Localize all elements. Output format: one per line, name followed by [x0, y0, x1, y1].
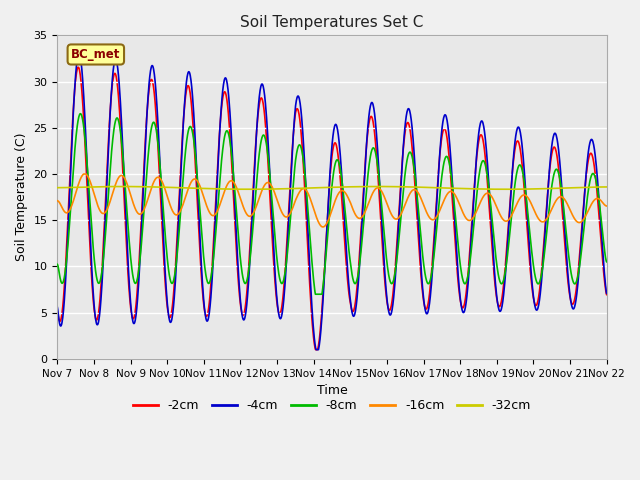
-32cm [502, 186, 509, 192]
-4cm [312, 347, 320, 353]
-16cm [176, 209, 184, 215]
-16cm [54, 198, 61, 204]
Text: BC_met: BC_met [71, 48, 120, 61]
Line: -2cm: -2cm [58, 67, 607, 350]
-16cm [319, 224, 327, 230]
-8cm [76, 111, 84, 117]
-16cm [603, 203, 611, 209]
-32cm [490, 186, 497, 192]
-4cm [75, 50, 83, 56]
-32cm [163, 184, 170, 190]
-32cm [118, 184, 125, 190]
-16cm [490, 197, 497, 203]
-8cm [312, 291, 319, 297]
-16cm [80, 171, 88, 177]
-4cm [163, 291, 170, 297]
-16cm [538, 219, 546, 225]
-2cm [603, 292, 611, 298]
-4cm [490, 257, 497, 263]
Line: -16cm: -16cm [58, 174, 607, 227]
-32cm [538, 186, 546, 192]
-2cm [490, 266, 497, 272]
-4cm [603, 290, 611, 296]
-2cm [312, 347, 319, 353]
-32cm [54, 185, 61, 191]
-32cm [418, 184, 426, 190]
-8cm [237, 264, 245, 270]
-4cm [538, 271, 546, 277]
-2cm [54, 309, 61, 315]
-32cm [176, 185, 184, 191]
-8cm [603, 259, 611, 264]
-16cm [237, 198, 245, 204]
Line: -32cm: -32cm [58, 187, 607, 189]
-4cm [418, 276, 426, 282]
-2cm [538, 262, 546, 267]
-8cm [418, 245, 426, 251]
Y-axis label: Soil Temperature (C): Soil Temperature (C) [15, 133, 28, 262]
-4cm [54, 305, 61, 311]
-2cm [418, 283, 426, 289]
-8cm [538, 268, 546, 274]
Legend: -2cm, -4cm, -8cm, -16cm, -32cm: -2cm, -4cm, -8cm, -16cm, -32cm [128, 395, 536, 418]
-2cm [176, 179, 184, 185]
-32cm [237, 186, 245, 192]
Line: -8cm: -8cm [58, 114, 607, 294]
-2cm [163, 297, 170, 303]
-2cm [74, 64, 82, 70]
-16cm [163, 191, 170, 197]
-8cm [163, 248, 170, 254]
-16cm [418, 198, 426, 204]
X-axis label: Time: Time [317, 384, 348, 397]
-4cm [176, 189, 184, 194]
-32cm [603, 184, 611, 190]
-8cm [176, 218, 184, 224]
Title: Soil Temperatures Set C: Soil Temperatures Set C [241, 15, 424, 30]
-8cm [54, 262, 61, 267]
-8cm [490, 233, 497, 239]
-2cm [237, 308, 245, 313]
Line: -4cm: -4cm [58, 53, 607, 350]
-4cm [237, 307, 245, 313]
